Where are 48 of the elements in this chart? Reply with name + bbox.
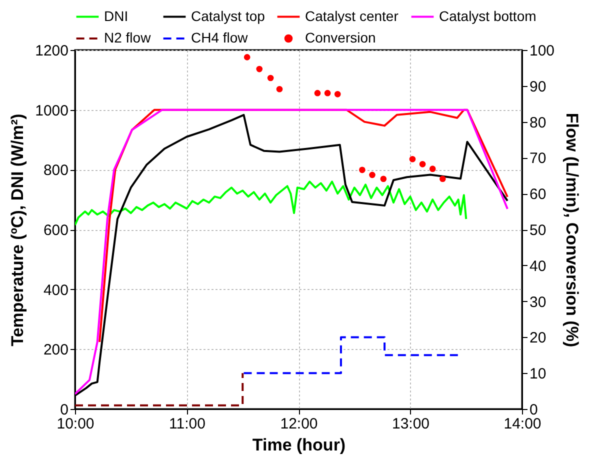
point bbox=[324, 90, 331, 96]
y-tick-label: 600 bbox=[43, 222, 68, 239]
line-series bbox=[75, 180, 468, 226]
y2-tick-label: 20 bbox=[530, 330, 546, 347]
y-axis-title: Temperature (ºC), DNI (W/m²) bbox=[8, 114, 28, 346]
y2-tick-label: 10 bbox=[530, 366, 546, 383]
x-axis-title: Time (hour) bbox=[252, 436, 346, 454]
legend-label: Catalyst bottom bbox=[439, 8, 536, 24]
y2-tick-label: 0 bbox=[530, 402, 538, 418]
x-tick-label: 13:00 bbox=[392, 416, 430, 432]
point bbox=[380, 176, 387, 182]
y2-tick-label: 80 bbox=[530, 114, 546, 132]
y2-tick-label: 90 bbox=[530, 78, 546, 96]
y2-tick-label: 50 bbox=[530, 222, 546, 239]
point bbox=[409, 156, 416, 162]
y2-tick-label: 70 bbox=[530, 150, 546, 168]
point bbox=[256, 66, 263, 72]
point bbox=[429, 166, 436, 172]
x-tick-label: 14:00 bbox=[504, 416, 542, 432]
x-tick-label: 10:00 bbox=[56, 416, 94, 432]
point bbox=[334, 91, 341, 98]
y2-tick-label: 100 bbox=[530, 42, 555, 60]
point bbox=[439, 176, 446, 182]
point bbox=[359, 166, 366, 174]
y-tick-label: 200 bbox=[43, 342, 68, 359]
legend-label: Catalyst top bbox=[191, 8, 266, 24]
y-tick-label: 1200 bbox=[35, 42, 68, 60]
point bbox=[314, 90, 321, 96]
legend-label: DNI bbox=[104, 8, 128, 24]
point bbox=[276, 86, 283, 92]
y-tick-label: 400 bbox=[43, 282, 68, 299]
y2-tick-label: 40 bbox=[530, 258, 546, 275]
y2-tick-label: 30 bbox=[530, 294, 546, 311]
point bbox=[419, 161, 426, 168]
point bbox=[244, 54, 250, 60]
x-tick-label: 11:00 bbox=[169, 416, 206, 432]
y-tick-label: 1000 bbox=[35, 102, 68, 120]
y2-axis-title: Flow (L/min), Conversion (%) bbox=[562, 112, 582, 348]
y2-tick-label: 60 bbox=[530, 186, 546, 204]
x-tick-label: 12:00 bbox=[280, 416, 318, 432]
legend-label: N2 flow bbox=[104, 30, 152, 46]
point bbox=[369, 172, 376, 178]
y-tick-label: 0 bbox=[60, 402, 68, 418]
legend-label: CH4 flow bbox=[191, 30, 249, 46]
y-tick-label: 800 bbox=[43, 162, 68, 180]
point bbox=[267, 74, 274, 82]
legend-label: Catalyst center bbox=[305, 8, 399, 24]
legend-label: Conversion bbox=[305, 30, 376, 46]
